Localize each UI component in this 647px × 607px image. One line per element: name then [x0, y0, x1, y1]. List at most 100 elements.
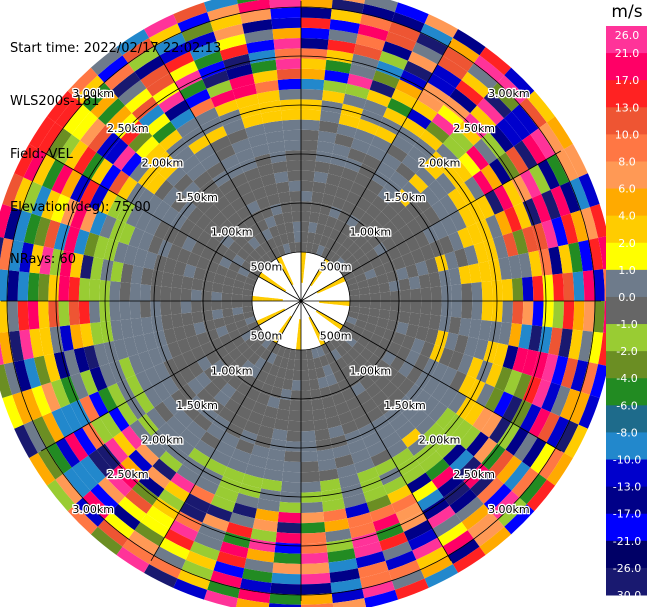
velocity-gate [324, 237, 336, 250]
velocity-gate [316, 286, 327, 294]
velocity-gate [281, 278, 291, 288]
velocity-gate [301, 562, 330, 575]
velocity-gate [261, 323, 273, 334]
velocity-gate [275, 58, 301, 70]
velocity-gate [179, 366, 196, 384]
velocity-gate [341, 236, 355, 250]
velocity-gate [109, 218, 126, 242]
velocity-gate [397, 377, 415, 396]
velocity-gate [314, 311, 324, 321]
colorbar-tick-label: 6.0 [618, 183, 636, 196]
colorbar-tick-label: -26.0 [613, 562, 641, 575]
velocity-gate [143, 436, 166, 459]
velocity-gate [55, 97, 83, 129]
velocity-gate [80, 254, 94, 279]
velocity-gate [289, 328, 296, 339]
velocity-gate [238, 483, 262, 499]
velocity-gate [193, 321, 207, 335]
velocity-gate [375, 522, 404, 542]
velocity-gate [325, 415, 342, 429]
velocity-gate [572, 301, 585, 331]
range-label: 2.50km [107, 468, 149, 481]
velocity-gate [428, 314, 441, 331]
velocity-gate [301, 17, 331, 30]
velocity-gate [278, 281, 288, 291]
range-label: 1.00km [211, 364, 253, 377]
colorbar-cell [606, 432, 647, 461]
velocity-gate [213, 390, 231, 407]
velocity-gate [273, 292, 284, 298]
velocity-gate [338, 176, 355, 192]
velocity-gate [521, 276, 534, 301]
velocity-gate [273, 38, 301, 50]
velocity-gate [449, 449, 474, 474]
velocity-gate [560, 213, 579, 245]
velocity-gate [260, 206, 274, 220]
velocity-gate [104, 437, 129, 464]
velocity-gate [128, 530, 160, 556]
velocity-gate [90, 483, 119, 512]
velocity-gate [147, 347, 164, 367]
range-label: 1.00km [349, 364, 391, 377]
velocity-gate [153, 254, 168, 272]
velocity-gate [347, 512, 373, 529]
velocity-gate [436, 143, 459, 166]
velocity-gate [570, 210, 589, 243]
velocity-gate [541, 219, 559, 249]
velocity-gate [75, 497, 105, 527]
velocity-gate [461, 71, 491, 98]
velocity-gate [288, 348, 296, 360]
velocity-gate [392, 331, 406, 346]
velocity-gate [134, 522, 165, 547]
range-label-halo: 1.00km [349, 226, 391, 239]
velocity-gate [226, 360, 242, 376]
azimuth-spokes [1, 1, 601, 601]
velocity-gate [447, 391, 467, 414]
velocity-gate [120, 456, 146, 482]
colorbar-tick-label: -13.0 [613, 481, 641, 494]
velocity-gate [353, 43, 383, 61]
velocity-gate [578, 173, 600, 208]
velocity-gate [272, 272, 282, 282]
velocity-gate [505, 427, 529, 456]
velocity-gate [360, 241, 374, 255]
velocity-gate [320, 247, 331, 259]
velocity-gate [325, 340, 336, 353]
velocity-gate [143, 251, 158, 270]
velocity-gate [272, 258, 282, 270]
velocity-gate [588, 237, 604, 271]
velocity-gate [354, 234, 368, 248]
velocity-gate [216, 33, 247, 51]
velocity-gate [241, 113, 264, 129]
velocity-gate [256, 90, 280, 104]
velocity-gate [186, 252, 201, 268]
velocity-gate [219, 541, 249, 559]
velocity-gate [140, 301, 152, 318]
velocity-gate [133, 334, 148, 354]
velocity-gate [438, 315, 451, 333]
range-label-halo: 500m [320, 260, 352, 273]
velocity-gate [502, 232, 519, 257]
velocity-gate [325, 373, 338, 387]
velocity-gate [363, 99, 388, 117]
velocity-gate [59, 250, 74, 277]
velocity-gate [90, 256, 104, 280]
velocity-gate [64, 432, 89, 462]
velocity-gate [189, 541, 220, 561]
velocity-gate [291, 379, 301, 391]
velocity-gate [135, 188, 155, 211]
velocity-gate [228, 347, 242, 361]
velocity-gate [69, 324, 84, 350]
velocity-gate [447, 188, 467, 211]
velocity-gate [301, 272, 304, 283]
velocity-gate [261, 110, 283, 124]
velocity-gate [218, 406, 236, 423]
velocity-gate [396, 345, 411, 362]
range-label-halo: 2.50km [107, 468, 149, 481]
velocity-gate [332, 598, 367, 607]
velocity-gate [242, 19, 273, 34]
velocity-gate [173, 2, 208, 24]
velocity-gate [290, 201, 301, 212]
velocity-gate [372, 513, 400, 532]
velocity-gate [121, 152, 144, 177]
